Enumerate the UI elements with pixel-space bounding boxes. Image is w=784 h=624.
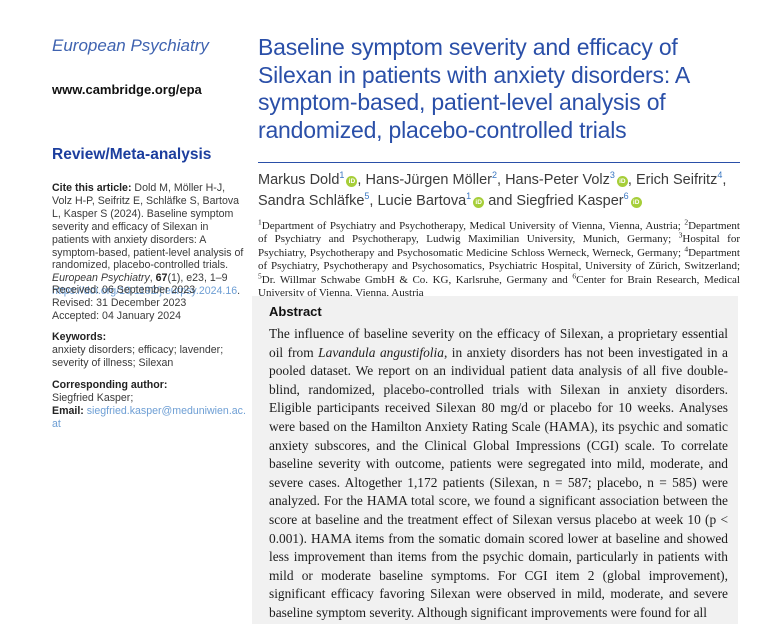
author-name: Siegfried Kasper xyxy=(516,193,624,209)
received-date: Received: 06 September 2023 xyxy=(52,284,196,296)
author-affiliation-number: 6 xyxy=(623,191,629,202)
abstract-text: The influence of baseline severity on th… xyxy=(269,325,728,623)
doi-link[interactable]: https://doi.org/10.1192/j.eurpsy.2024.16 xyxy=(52,285,238,298)
affiliation-number: 3 xyxy=(678,230,683,240)
author-affiliation-number: 4 xyxy=(717,170,723,181)
affiliation-text: Dr. Willmar Schwabe GmbH & Co. KG, Karls… xyxy=(261,273,573,286)
author-name: Markus Dold xyxy=(258,172,340,188)
affiliation-number: 4 xyxy=(684,244,689,254)
orcid-icon[interactable]: iD xyxy=(630,197,642,208)
citation-text: Dold M, Möller H-J, Volz H-P, Seifritz E… xyxy=(52,182,244,272)
revised-date: Revised: 31 December 2023 xyxy=(52,296,187,309)
citation-label: Cite this article: xyxy=(52,182,132,194)
email-link[interactable]: siegfried.kasper@meduniwien.ac.at xyxy=(52,404,246,430)
author-affiliation-number: 5 xyxy=(364,191,370,202)
author-name: Hans-Jürgen Möller xyxy=(365,172,492,188)
keywords-text: anxiety disorders; efficacy; lavender; s… xyxy=(52,343,224,369)
author-affiliation-number: 1 xyxy=(339,170,345,181)
corresponding-author-block: Corresponding author: Siegfried Kasper; … xyxy=(52,379,248,431)
journal-url: www.cambridge.org/epa xyxy=(52,82,202,97)
accepted-date: Accepted: 04 January 2024 xyxy=(52,309,181,322)
author-list: Markus Dold1iD, Hans-Jürgen Möller2, Han… xyxy=(258,170,736,212)
author-name: Erich Seifritz xyxy=(635,172,718,188)
journal-name: European Psychiatry xyxy=(52,36,209,55)
abstract-box: Abstract The influence of baseline sever… xyxy=(252,296,738,624)
abstract-part1: The influence of baseline severity on th… xyxy=(269,326,728,360)
affiliation-number: 6 xyxy=(572,270,577,280)
affiliation-text: Hospital for Psychiatry, Psychotherapy a… xyxy=(258,233,740,259)
main-column: Baseline symptom severity and efficacy o… xyxy=(252,0,740,624)
email-label: Email: xyxy=(52,404,87,417)
citation-journal: European Psychiatry xyxy=(52,272,150,285)
author-affiliation-number: 3 xyxy=(609,170,615,181)
author-affiliation-number: 1 xyxy=(466,191,472,202)
affiliation-number: 1 xyxy=(258,217,262,227)
article-title: Baseline symptom severity and efficacy o… xyxy=(258,34,689,143)
abstract-heading: Abstract xyxy=(269,304,322,319)
paper-page: { "colors": { "title_blue": "#2a4fa8", "… xyxy=(52,0,740,624)
author-separator: , xyxy=(357,172,366,188)
affiliation-number: 5 xyxy=(258,270,262,280)
corresponding-email-line: Email: siegfried.kasper@meduniwien.ac.at xyxy=(52,405,248,431)
author-name: Sandra Schläfke xyxy=(258,193,365,209)
author-separator: , xyxy=(497,172,506,188)
abstract-species-name: Lavandula angustifolia xyxy=(318,344,444,360)
orcid-icon[interactable]: iD xyxy=(346,176,358,187)
affiliation-text: Department of Psychiatry and Psychothera… xyxy=(258,220,740,246)
author-separator: , xyxy=(722,172,727,188)
dates-block: Received: 06 September 2023 Revised: 31 … xyxy=(52,284,248,323)
author-separator: , xyxy=(627,172,636,188)
abstract-part2: , in anxiety disorders has not been inve… xyxy=(269,344,728,620)
article-section-label: Review/Meta-analysis xyxy=(52,146,212,163)
citation-volume: 67 xyxy=(155,272,168,285)
affiliation-text: Department of Psychiatry, Psychotherapy … xyxy=(258,246,740,273)
corresponding-label: Corresponding author: xyxy=(52,379,168,391)
affiliation-number: 2 xyxy=(684,217,689,227)
keywords-label: Keywords: xyxy=(52,331,107,343)
doi-period: . xyxy=(237,285,241,298)
author-name: Hans-Peter Volz xyxy=(505,172,610,188)
author-separator: and xyxy=(484,193,517,209)
author-divider-rule xyxy=(258,162,740,163)
keywords-block: Keywords: anxiety disorders; efficacy; l… xyxy=(52,331,248,370)
orcid-icon[interactable]: iD xyxy=(616,176,628,187)
author-name: Lucie Bartova xyxy=(377,193,467,209)
citation-sep: , xyxy=(149,272,156,285)
orcid-icon[interactable]: iD xyxy=(473,197,485,208)
author-separator: , xyxy=(369,193,378,209)
citation-pages: (1), e23, 1–9 xyxy=(167,272,228,285)
author-affiliation-number: 2 xyxy=(492,170,498,181)
corresponding-name: Siegfried Kasper; xyxy=(52,391,134,404)
affiliation-text: Department of Psychiatry and Psychothera… xyxy=(261,220,685,232)
affiliations: 1Department of Psychiatry and Psychother… xyxy=(258,217,740,300)
citation-block: Cite this article: Dold M, Möller H-J, V… xyxy=(52,182,248,298)
